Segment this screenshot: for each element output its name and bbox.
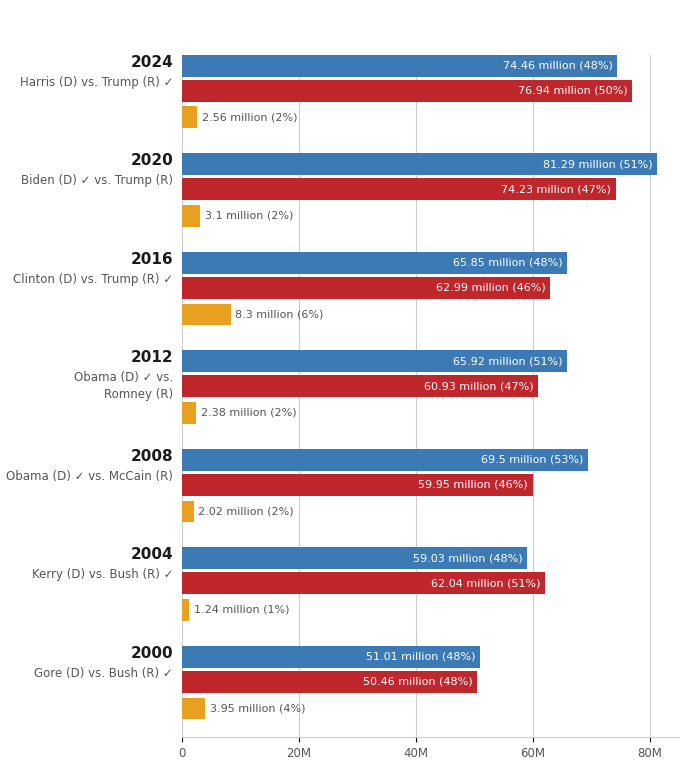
Bar <box>182 179 616 200</box>
Bar <box>182 350 568 372</box>
Bar <box>182 55 617 77</box>
Text: 74.46 million (48%): 74.46 million (48%) <box>503 61 612 71</box>
Bar <box>182 500 194 522</box>
Text: 62.99 million (46%): 62.99 million (46%) <box>436 283 545 293</box>
Text: Obama (D) ✓ vs.
Romney (R): Obama (D) ✓ vs. Romney (R) <box>74 371 173 401</box>
Text: 2020: 2020 <box>130 154 173 169</box>
Text: 59.95 million (46%): 59.95 million (46%) <box>418 480 528 490</box>
Bar <box>182 252 567 274</box>
Text: 60.93 million (47%): 60.93 million (47%) <box>424 381 533 391</box>
Bar <box>182 80 632 102</box>
Bar <box>182 698 205 720</box>
Bar <box>182 572 545 594</box>
Text: Harris (D) vs. Trump (R) ✓: Harris (D) vs. Trump (R) ✓ <box>20 76 173 89</box>
Text: Biden (D) ✓ vs. Trump (R): Biden (D) ✓ vs. Trump (R) <box>21 174 173 187</box>
Bar <box>182 107 197 129</box>
Bar <box>182 547 527 569</box>
Text: 2.38 million (2%): 2.38 million (2%) <box>201 408 296 418</box>
Bar <box>182 376 538 397</box>
Bar <box>182 646 480 668</box>
Bar <box>182 303 230 325</box>
Text: 2000: 2000 <box>131 646 173 661</box>
Bar <box>182 277 550 299</box>
Text: 76.94 million (50%): 76.94 million (50%) <box>517 85 627 96</box>
Text: 2004: 2004 <box>131 547 173 562</box>
Text: 50.46 million (48%): 50.46 million (48%) <box>363 677 473 687</box>
Text: 2012: 2012 <box>131 350 173 365</box>
Text: 65.92 million (51%): 65.92 million (51%) <box>454 357 563 366</box>
Text: Clinton (D) vs. Trump (R) ✓: Clinton (D) vs. Trump (R) ✓ <box>13 273 173 285</box>
Bar <box>182 154 657 176</box>
Text: 3.95 million (4%): 3.95 million (4%) <box>210 703 305 713</box>
Text: 62.04 million (51%): 62.04 million (51%) <box>430 579 540 589</box>
Text: 65.85 million (48%): 65.85 million (48%) <box>453 258 562 268</box>
Text: 2.02 million (2%): 2.02 million (2%) <box>199 506 294 517</box>
Bar <box>182 205 200 227</box>
Text: Kerry (D) vs. Bush (R) ✓: Kerry (D) vs. Bush (R) ✓ <box>32 568 173 581</box>
Text: Obama (D) ✓ vs. McCain (R): Obama (D) ✓ vs. McCain (R) <box>6 470 173 483</box>
Text: 74.23 million (47%): 74.23 million (47%) <box>501 184 611 194</box>
Bar <box>182 402 196 424</box>
Text: 2008: 2008 <box>131 449 173 464</box>
Text: 1.24 million (1%): 1.24 million (1%) <box>194 605 289 615</box>
Text: 2016: 2016 <box>131 252 173 267</box>
Text: 59.03 million (48%): 59.03 million (48%) <box>413 554 522 564</box>
Text: 69.5 million (53%): 69.5 million (53%) <box>482 455 584 465</box>
Text: 81.29 million (51%): 81.29 million (51%) <box>543 159 652 169</box>
Text: 8.3 million (6%): 8.3 million (6%) <box>235 310 323 319</box>
Text: Gore (D) vs. Bush (R) ✓: Gore (D) vs. Bush (R) ✓ <box>34 666 173 680</box>
Bar <box>182 599 189 621</box>
Text: 51.01 million (48%): 51.01 million (48%) <box>366 652 475 662</box>
Text: 3.1 million (2%): 3.1 million (2%) <box>205 211 293 221</box>
Bar <box>182 474 533 495</box>
Text: 2024: 2024 <box>130 55 173 70</box>
Bar <box>182 449 589 471</box>
Text: 2.56 million (2%): 2.56 million (2%) <box>202 112 297 122</box>
Bar <box>182 671 477 693</box>
